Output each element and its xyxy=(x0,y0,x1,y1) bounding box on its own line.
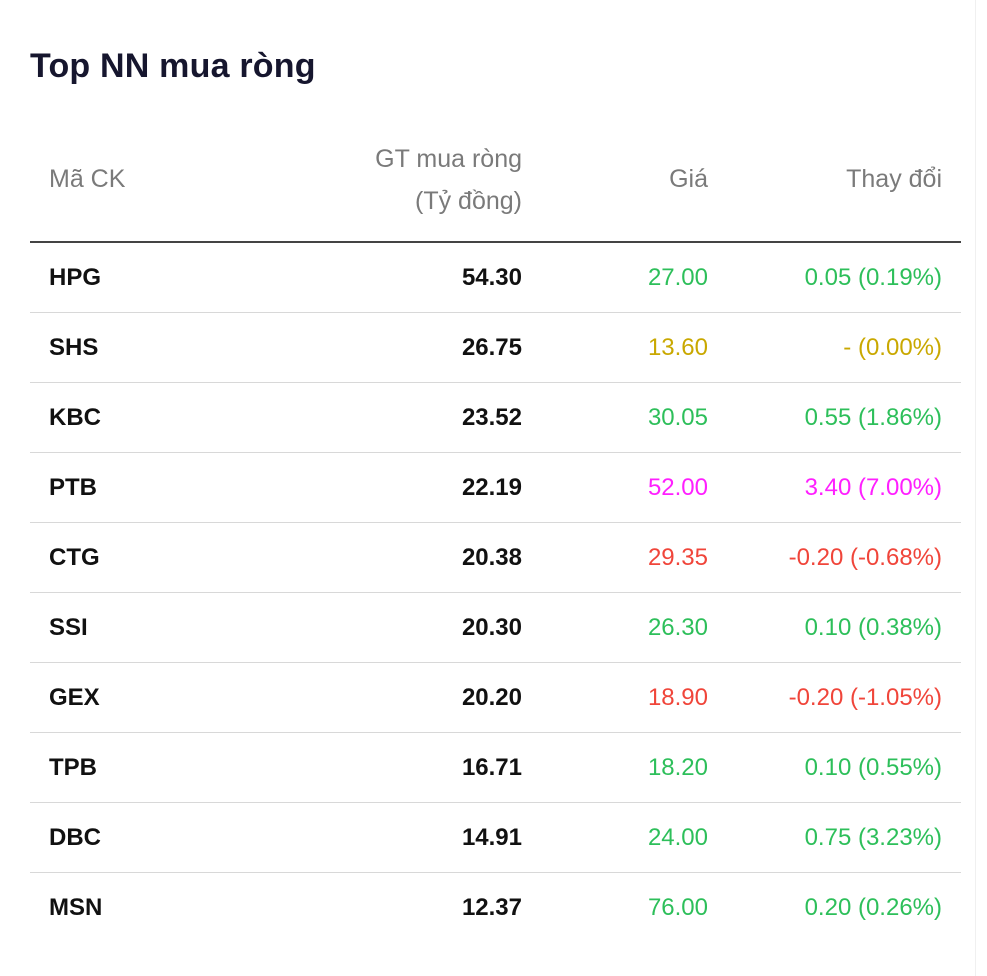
table-header: Mã CK GT mua ròng (Tỷ đồng) Giá Thay đổi xyxy=(30,130,961,243)
price: 27.00 xyxy=(647,264,708,291)
net-buy-value: 20.38 xyxy=(461,544,522,571)
stock-code[interactable]: CTG xyxy=(49,544,100,571)
price: 52.00 xyxy=(647,474,708,501)
table-row[interactable]: GEX 20.20 18.90 -0.20 (-1.05%) xyxy=(30,663,961,733)
price-change: 0.10 (0.55%) xyxy=(804,754,942,781)
price-change: 0.10 (0.38%) xyxy=(804,614,942,641)
net-buy-value: 20.20 xyxy=(461,684,522,711)
header-gt-line2: (Tỷ đồng) xyxy=(415,187,522,215)
price-change: -0.20 (-1.05%) xyxy=(788,684,942,711)
net-buy-value: 20.30 xyxy=(461,614,522,641)
stock-code[interactable]: SSI xyxy=(49,614,88,641)
stock-code[interactable]: DBC xyxy=(49,824,101,851)
header-ma-ck: Mã CK xyxy=(49,165,126,193)
header-gia: Giá xyxy=(669,165,708,193)
price-change: 0.75 (3.23%) xyxy=(804,824,942,851)
stock-code[interactable]: PTB xyxy=(49,474,97,501)
table-row[interactable]: SSI 20.30 26.30 0.10 (0.38%) xyxy=(30,593,961,663)
stock-code[interactable]: MSN xyxy=(49,894,103,921)
table-row[interactable]: PTB 22.19 52.00 3.40 (7.00%) xyxy=(30,453,961,523)
header-gt-mua-rong: GT mua ròng (Tỷ đồng) xyxy=(375,138,522,222)
price: 18.20 xyxy=(647,754,708,781)
price: 29.35 xyxy=(647,544,708,571)
price-change: 0.05 (0.19%) xyxy=(804,264,942,291)
net-buy-value: 12.37 xyxy=(461,894,522,921)
table-row[interactable]: KBC 23.52 30.05 0.55 (1.86%) xyxy=(30,383,961,453)
table-row[interactable]: HPG 54.30 27.00 0.05 (0.19%) xyxy=(30,243,961,313)
table-row[interactable]: CTG 20.38 29.35 -0.20 (-0.68%) xyxy=(30,523,961,593)
net-buy-value: 54.30 xyxy=(461,264,522,291)
net-buy-value: 22.19 xyxy=(461,474,522,501)
price: 24.00 xyxy=(647,824,708,851)
net-buy-table: Mã CK GT mua ròng (Tỷ đồng) Giá Thay đổi… xyxy=(30,130,961,942)
table-body: HPG 54.30 27.00 0.05 (0.19%) SHS 26.75 13.60 - … xyxy=(30,243,961,942)
net-buy-value: 23.52 xyxy=(461,404,522,431)
price: 13.60 xyxy=(647,334,708,361)
price: 26.30 xyxy=(647,614,708,641)
card-title: Top NN mua ròng xyxy=(30,47,316,85)
table-row[interactable]: DBC 14.91 24.00 0.75 (3.23%) xyxy=(30,803,961,873)
price: 30.05 xyxy=(647,404,708,431)
stock-code[interactable]: HPG xyxy=(49,264,102,291)
net-buy-value: 26.75 xyxy=(461,334,522,361)
table-row[interactable]: MSN 12.37 76.00 0.20 (0.26%) xyxy=(30,873,961,942)
table-row[interactable]: SHS 26.75 13.60 - (0.00%) xyxy=(30,313,961,383)
price-change: - (0.00%) xyxy=(843,334,942,361)
stock-code[interactable]: SHS xyxy=(49,334,99,361)
price: 18.90 xyxy=(647,684,708,711)
net-buy-value: 14.91 xyxy=(461,824,522,851)
price-change: 0.20 (0.26%) xyxy=(804,894,942,921)
stock-code[interactable]: GEX xyxy=(49,684,100,711)
stock-code[interactable]: TPB xyxy=(49,754,97,781)
price-change: 3.40 (7.00%) xyxy=(804,474,942,501)
header-thay-doi: Thay đổi xyxy=(846,165,942,193)
price: 76.00 xyxy=(647,894,708,921)
net-buy-value: 16.71 xyxy=(461,754,522,781)
price-change: 0.55 (1.86%) xyxy=(804,404,942,431)
stock-code[interactable]: KBC xyxy=(49,404,101,431)
header-gt-line1: GT mua ròng xyxy=(375,145,522,173)
table-row[interactable]: TPB 16.71 18.20 0.10 (0.55%) xyxy=(30,733,961,803)
price-change: -0.20 (-0.68%) xyxy=(788,544,942,571)
